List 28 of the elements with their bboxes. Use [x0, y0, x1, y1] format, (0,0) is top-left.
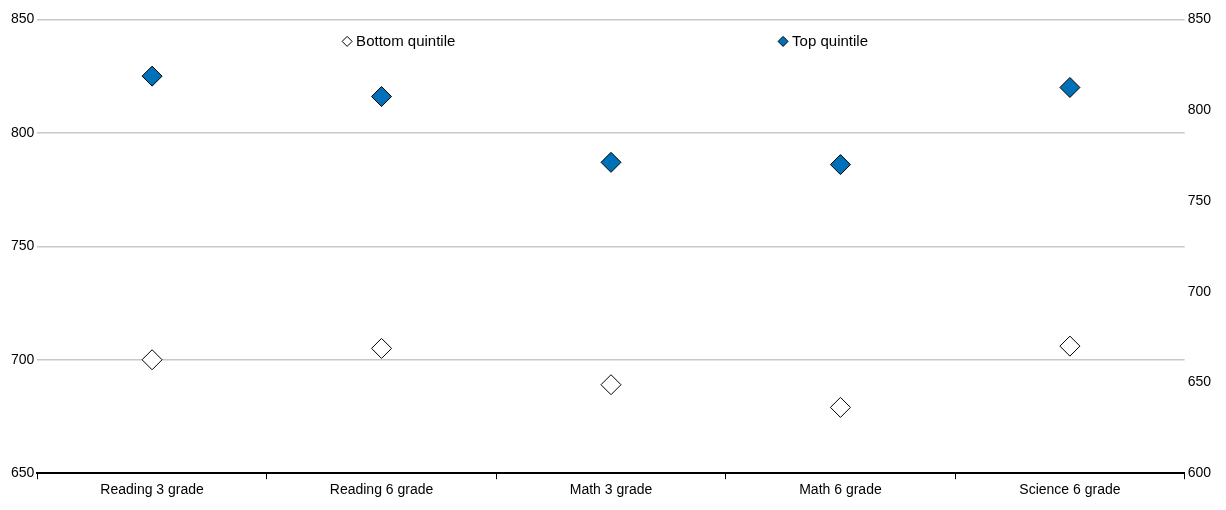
point — [600, 374, 622, 396]
point — [1059, 335, 1081, 357]
point — [141, 65, 163, 87]
x-tick-label: Science 6 grade — [1019, 481, 1121, 498]
y-tick-label: 850 — [11, 10, 35, 27]
y2-tick-label: 800 — [1187, 101, 1212, 118]
y2-tick-label: 600 — [1187, 464, 1212, 481]
y2-tick-label: 650 — [1187, 373, 1212, 390]
x-tick-label: Math 3 grade — [569, 481, 653, 498]
point — [829, 154, 851, 176]
legend-label: Bottom quintile — [356, 31, 456, 49]
y2-tick-label: 750 — [1187, 191, 1212, 208]
x-tick-label: Math 6 grade — [799, 481, 882, 498]
point — [1059, 76, 1081, 98]
x-tick-label: Reading 6 grade — [329, 481, 434, 498]
x-tick-label: Reading 3 grade — [100, 481, 205, 498]
y2-tick-label: 700 — [1187, 282, 1212, 299]
point — [371, 337, 393, 359]
legend-label: Top quintile — [792, 31, 868, 49]
point — [141, 349, 163, 371]
y-tick-label: 750 — [11, 237, 35, 254]
point — [829, 396, 851, 418]
y-tick-label: 700 — [11, 350, 35, 367]
y2-tick-label: 850 — [1187, 10, 1212, 27]
y-tick-label: 800 — [11, 123, 35, 140]
point — [371, 86, 393, 108]
point — [600, 151, 622, 173]
y-tick-label: 650 — [11, 464, 35, 481]
